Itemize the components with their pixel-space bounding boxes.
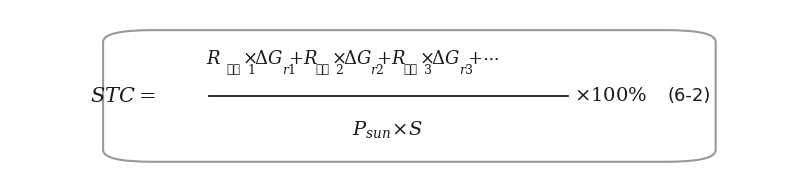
- Text: $+\mathit{R}$: $+\mathit{R}$: [377, 50, 406, 68]
- Text: $\times\!\Delta\mathit{G}$: $\times\!\Delta\mathit{G}$: [330, 50, 371, 68]
- Text: $\mathit{r2}$: $\mathit{r2}$: [370, 63, 385, 77]
- FancyBboxPatch shape: [103, 30, 716, 162]
- Text: $+\cdots$: $+\cdots$: [467, 50, 499, 68]
- Text: $\mathit{r3}$: $\mathit{r3}$: [459, 63, 474, 77]
- Text: $\mathit{3}$: $\mathit{3}$: [423, 63, 433, 77]
- Text: $\mathit{P}_{\mathit{sun}}\!\times\!\mathit{S}$: $\mathit{P}_{\mathit{sun}}\!\times\!\mat…: [352, 119, 422, 140]
- Text: 产物: 产物: [315, 63, 329, 76]
- Text: (6-2): (6-2): [667, 87, 710, 105]
- Text: $\mathit{1}$: $\mathit{1}$: [246, 63, 254, 77]
- Text: $+\mathit{R}$: $+\mathit{R}$: [288, 50, 318, 68]
- Text: 产物: 产物: [404, 63, 418, 76]
- Text: $\mathit{STC}=$: $\mathit{STC}=$: [90, 86, 156, 106]
- Text: $\mathit{R}$: $\mathit{R}$: [206, 50, 221, 68]
- Text: $\times100\%$: $\times100\%$: [574, 86, 647, 105]
- Text: $\times\!\Delta\mathit{G}$: $\times\!\Delta\mathit{G}$: [242, 50, 283, 68]
- Text: $\mathit{2}$: $\mathit{2}$: [335, 63, 344, 77]
- Text: $\times\!\Delta\mathit{G}$: $\times\!\Delta\mathit{G}$: [419, 50, 460, 68]
- Text: $\mathit{r1}$: $\mathit{r1}$: [282, 63, 296, 77]
- Text: 产物: 产物: [226, 63, 240, 76]
